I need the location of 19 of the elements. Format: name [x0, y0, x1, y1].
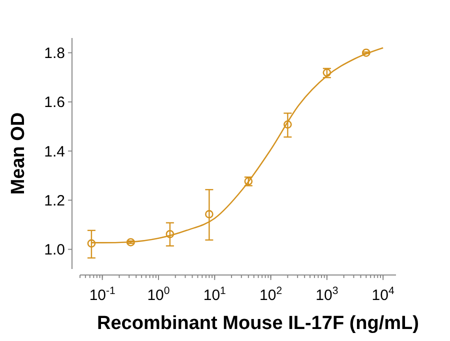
x-tick-label: 10$^{-1}$	[89, 285, 116, 304]
point	[87, 239, 96, 248]
point	[166, 230, 174, 238]
y-tick-label: 1.6	[44, 94, 65, 112]
point	[362, 48, 370, 57]
y-tick-label: 1.0	[44, 242, 65, 259]
x-tick-label: 10$^{2}$	[260, 285, 282, 304]
y-axis-title: Mean OD	[8, 112, 29, 195]
point	[126, 238, 135, 246]
x-tick-label: 10$^{4}$	[372, 285, 394, 304]
y-tick-label: 1.2	[44, 192, 65, 210]
x-axis-title: Recombinant Mouse IL-17F (ng/mL)	[97, 313, 419, 334]
x-tick-label: 10$^{3}$	[316, 285, 338, 304]
x-tick-label: 10$^{0}$	[147, 285, 170, 304]
point	[205, 210, 214, 218]
x-tick-label: 10$^{1}$	[203, 285, 226, 304]
y-tick-label: 1.4	[44, 143, 65, 160]
point	[284, 120, 292, 129]
y-tick-label: 1.8	[44, 44, 65, 62]
